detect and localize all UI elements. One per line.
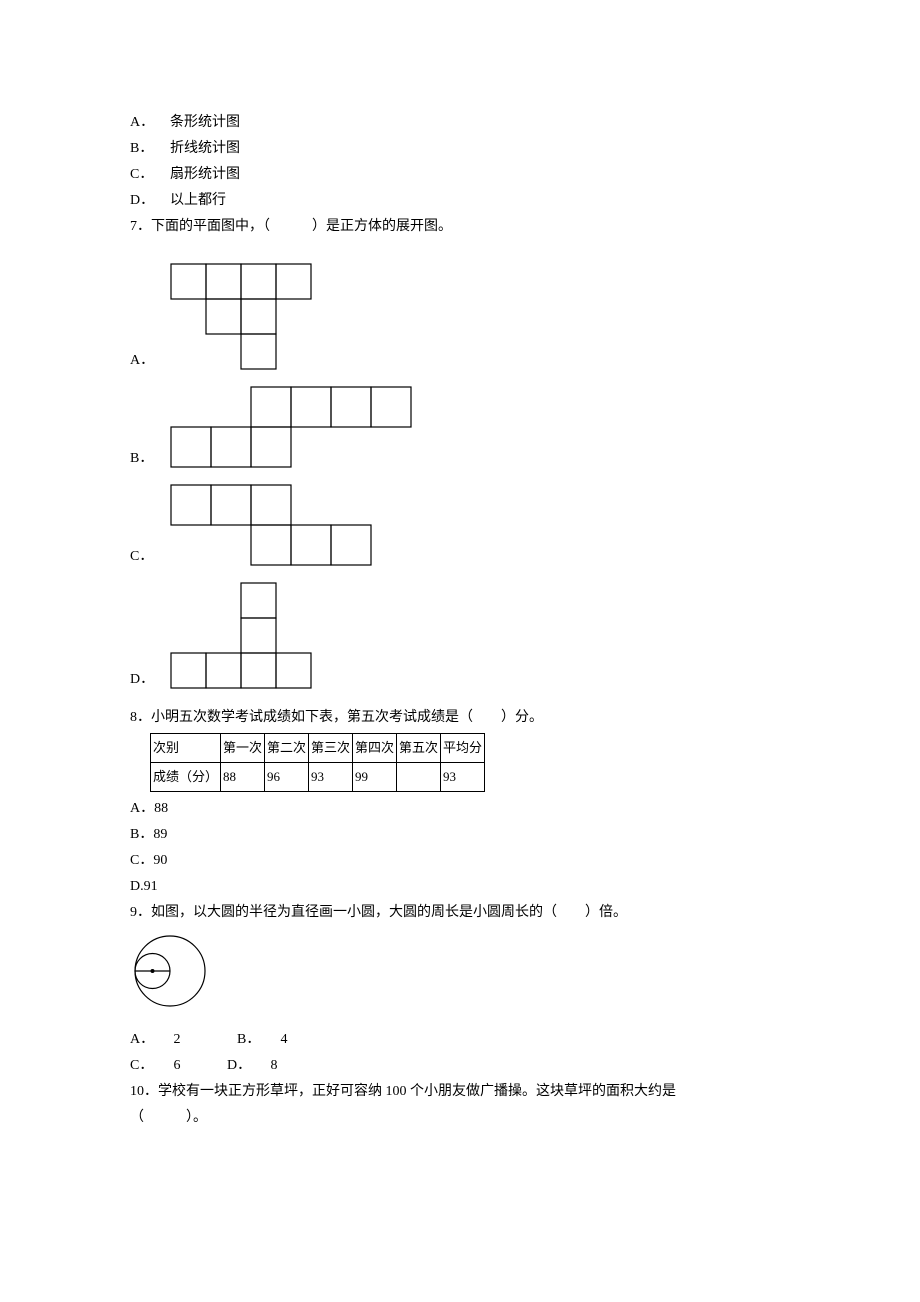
q8-text: 8．小明五次数学考试成绩如下表，第五次考试成绩是（ ）分。 bbox=[130, 705, 790, 731]
q10-line1: 10．学校有一块正方形草坪，正好可容纳 100 个小朋友做广播操。这块草坪的面积… bbox=[130, 1079, 790, 1105]
q6-d-prefix: D． bbox=[130, 188, 170, 214]
q6-d-label: 以上都行 bbox=[170, 188, 226, 214]
q9-d-prefix: D． bbox=[227, 1053, 267, 1079]
th-6: 平均分 bbox=[441, 733, 485, 762]
th-0: 次别 bbox=[151, 733, 221, 762]
q10-line2: （ ）。 bbox=[130, 1105, 790, 1131]
th-4: 第四次 bbox=[353, 733, 397, 762]
th-5: 第五次 bbox=[397, 733, 441, 762]
td-0: 成绩（分） bbox=[151, 762, 221, 791]
td-4: 99 bbox=[353, 762, 397, 791]
q9-c[interactable]: 6 bbox=[174, 1053, 224, 1079]
q7-net-c bbox=[170, 484, 372, 576]
q9-text: 9．如图，以大圆的半径为直径画一小圆，大圆的周长是小圆周长的（ ）倍。 bbox=[130, 900, 790, 926]
q9-options-row2: C． 6 D． 8 bbox=[130, 1053, 790, 1079]
td-1: 88 bbox=[221, 762, 265, 791]
td-6: 93 bbox=[441, 762, 485, 791]
q6-option-d[interactable]: D． 以上都行 bbox=[130, 188, 790, 214]
q6-option-a[interactable]: A． 条形统计图 bbox=[130, 110, 790, 136]
q6-c-label: 扇形统计图 bbox=[170, 162, 240, 188]
q6-option-c[interactable]: C． 扇形统计图 bbox=[130, 162, 790, 188]
td-3: 93 bbox=[309, 762, 353, 791]
table-data-row: 成绩（分） 88 96 93 99 93 bbox=[151, 762, 485, 791]
q6-a-prefix: A． bbox=[130, 110, 170, 136]
q9-a[interactable]: 2 bbox=[174, 1027, 234, 1053]
q8-score-table: 次别 第一次 第二次 第三次 第四次 第五次 平均分 成绩（分） 88 96 9… bbox=[150, 733, 485, 792]
th-3: 第三次 bbox=[309, 733, 353, 762]
q6-c-prefix: C． bbox=[130, 162, 170, 188]
q8-option-c[interactable]: C．90 bbox=[130, 848, 790, 874]
td-5 bbox=[397, 762, 441, 791]
q9-b[interactable]: 4 bbox=[281, 1027, 288, 1053]
th-1: 第一次 bbox=[221, 733, 265, 762]
q7-b-prefix: B． bbox=[130, 446, 170, 472]
q9-circle-figure bbox=[130, 931, 790, 1021]
q7-net-b bbox=[170, 386, 412, 478]
q7-d-prefix: D． bbox=[130, 667, 170, 693]
q7-net-a bbox=[170, 263, 312, 380]
q9-c-prefix: C． bbox=[130, 1053, 170, 1079]
q7-option-a[interactable]: A． bbox=[130, 263, 790, 380]
q9-d[interactable]: 8 bbox=[271, 1053, 278, 1079]
q9-options-row1: A． 2 B． 4 bbox=[130, 1027, 790, 1053]
q7-net-d bbox=[170, 582, 312, 699]
q7-c-prefix: C． bbox=[130, 544, 170, 570]
q9-a-prefix: A． bbox=[130, 1027, 170, 1053]
q8-option-a[interactable]: A．88 bbox=[130, 796, 790, 822]
q7-option-b[interactable]: B． bbox=[130, 386, 790, 478]
q6-b-prefix: B． bbox=[130, 136, 170, 162]
q7-option-d[interactable]: D． bbox=[130, 582, 790, 699]
q7-text: 7．下面的平面图中，（ ）是正方体的展开图。 bbox=[130, 214, 790, 240]
th-2: 第二次 bbox=[265, 733, 309, 762]
q9-b-prefix: B． bbox=[237, 1027, 277, 1053]
q6-a-label: 条形统计图 bbox=[170, 110, 240, 136]
q8-option-b[interactable]: B．89 bbox=[130, 822, 790, 848]
q7-a-prefix: A． bbox=[130, 348, 170, 374]
table-header-row: 次别 第一次 第二次 第三次 第四次 第五次 平均分 bbox=[151, 733, 485, 762]
q6-b-label: 折线统计图 bbox=[170, 136, 240, 162]
q7-option-c[interactable]: C． bbox=[130, 484, 790, 576]
q8-option-d[interactable]: D.91 bbox=[130, 874, 790, 900]
td-2: 96 bbox=[265, 762, 309, 791]
q6-option-b[interactable]: B． 折线统计图 bbox=[130, 136, 790, 162]
